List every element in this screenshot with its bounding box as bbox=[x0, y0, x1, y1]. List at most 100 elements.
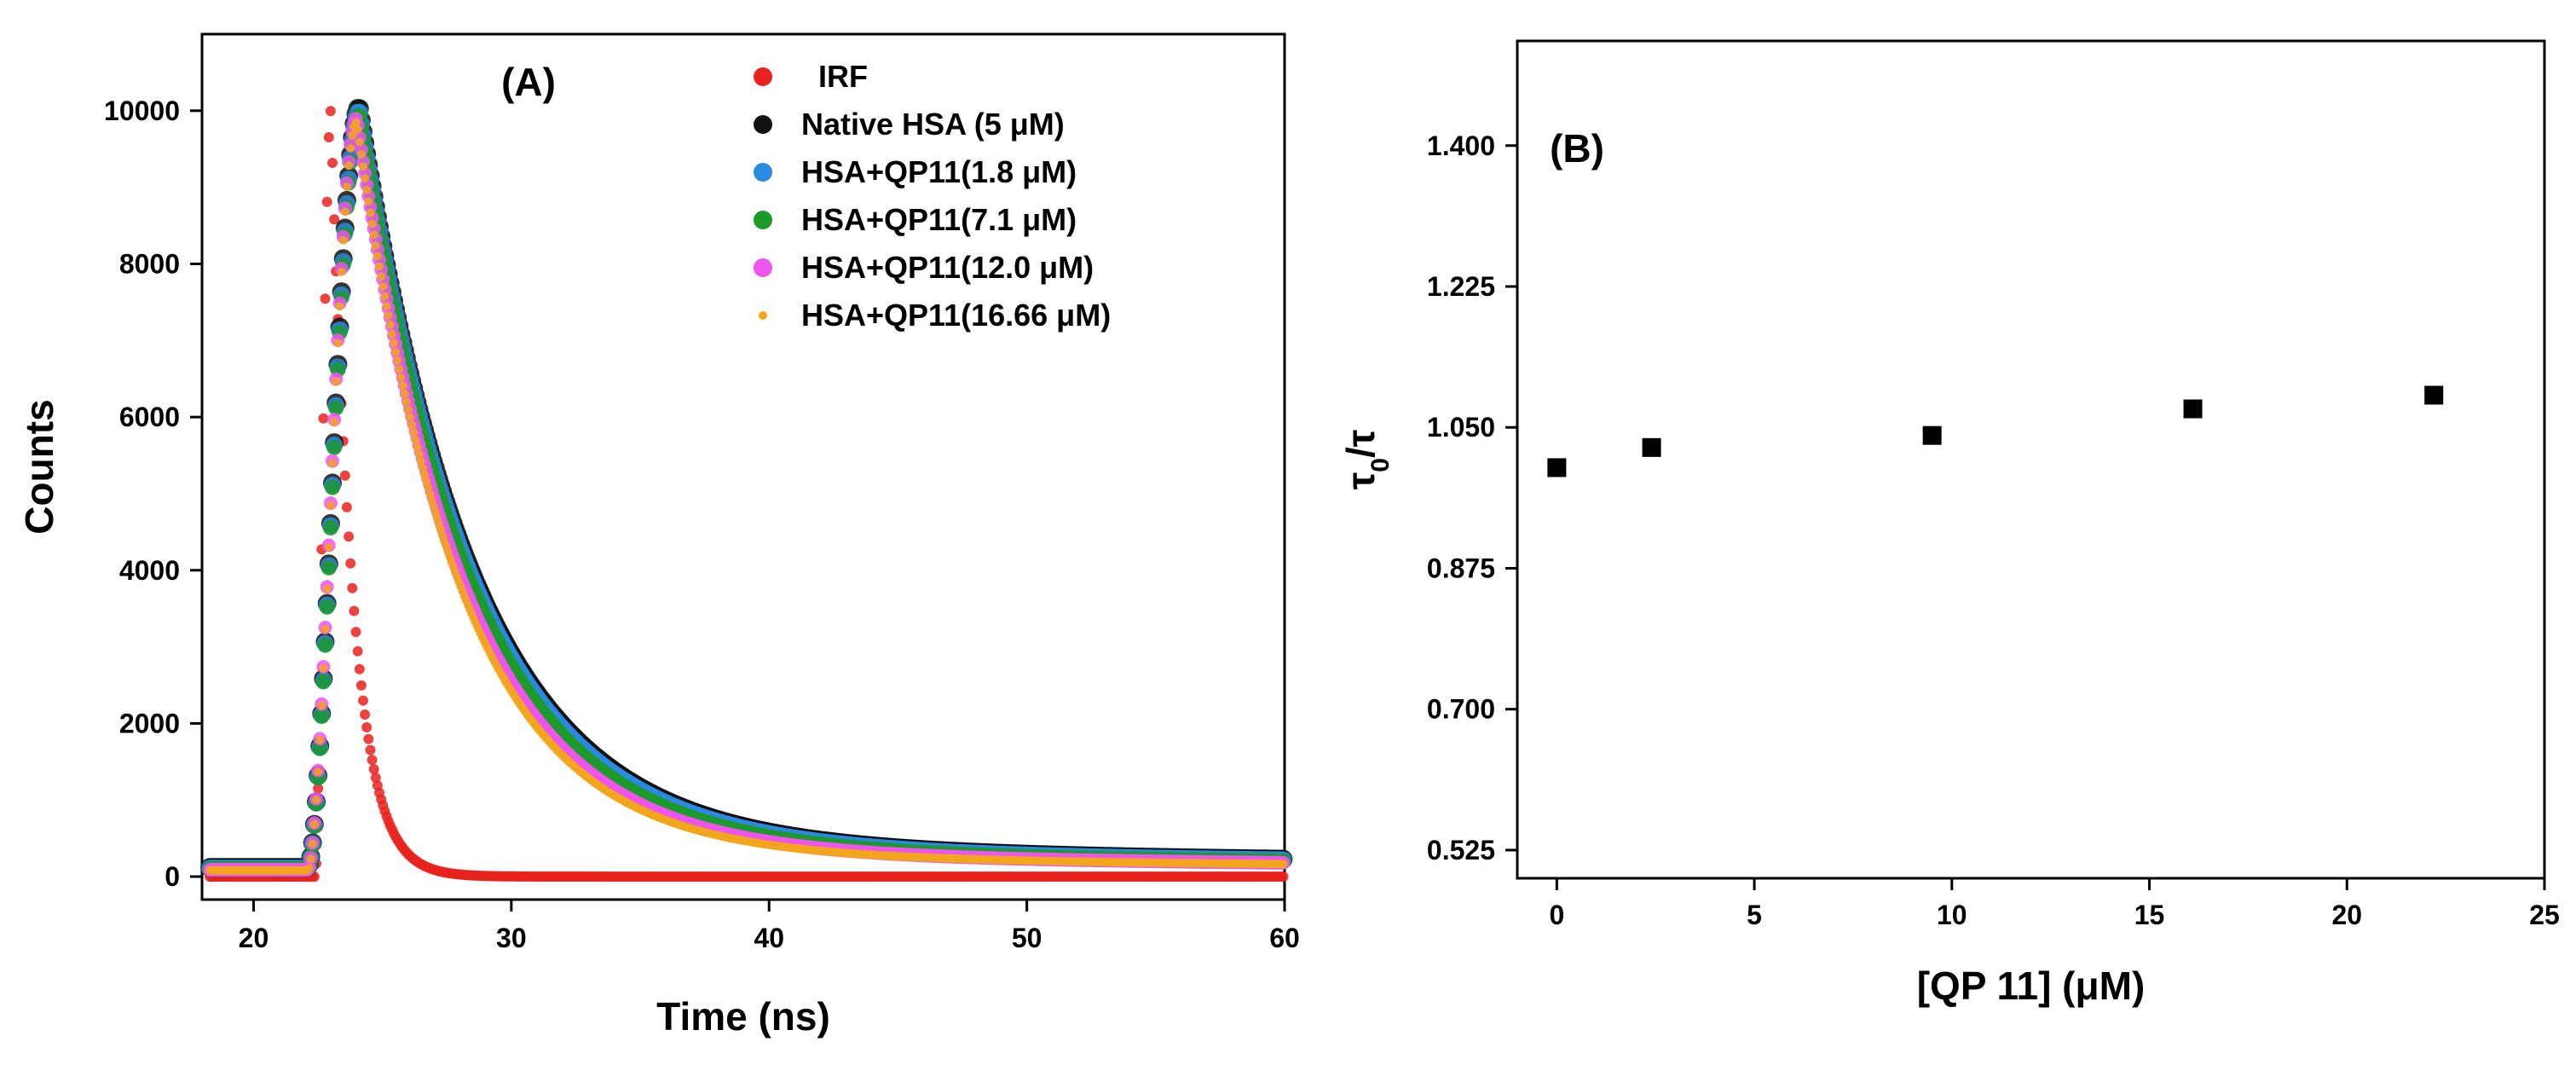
panel-b-data-point bbox=[2424, 385, 2444, 405]
panel-b-x-tick-label: 5 bbox=[1747, 900, 1762, 930]
panel-a-data-point bbox=[315, 674, 332, 690]
panel-a-legend-label: HSA+QP11(16.66 μM) bbox=[801, 298, 1111, 333]
panel-a-data-point bbox=[373, 252, 382, 261]
panel-a-data-point bbox=[322, 520, 338, 535]
panel-a-x-axis-title: Time (ns) bbox=[656, 994, 830, 1039]
panel-a-data-point bbox=[367, 755, 378, 766]
panel-a-data-point bbox=[330, 418, 339, 427]
panel-a-data-point bbox=[353, 124, 362, 134]
panel-b: 0 5 10 15 20 25 0.525 0.700 0.875 1.050 1.225 1.400… bbox=[1338, 39, 2560, 1008]
panel-b-data-point bbox=[1922, 425, 1942, 445]
panel-a-plot-frame bbox=[200, 32, 1286, 901]
panel-a-data-point bbox=[317, 637, 333, 653]
panel-a-data-point bbox=[382, 302, 391, 310]
panel-a-data-point bbox=[367, 219, 377, 229]
panel-a-data-point bbox=[360, 709, 371, 720]
panel-a-legend-marker bbox=[754, 258, 772, 277]
panel-a-series bbox=[203, 112, 1291, 877]
panel-a-data-point bbox=[400, 390, 409, 398]
panel-a: 20 30 40 50 60 0 2000 4000 6000 8000 10000 (A) Tim… bbox=[17, 32, 1300, 1039]
panel-a-data-point bbox=[371, 241, 380, 250]
panel-a-data-point bbox=[345, 558, 356, 569]
panel-b-plot-frame bbox=[1516, 39, 2546, 880]
panel-a-data-point bbox=[378, 282, 388, 292]
panel-a-data-point bbox=[413, 443, 422, 452]
panel-a-data-point bbox=[309, 819, 319, 829]
panel-a-data-point bbox=[317, 701, 326, 710]
panel-a-data-point bbox=[358, 695, 368, 706]
panel-a-data-point bbox=[344, 531, 355, 542]
panel-a-data-point bbox=[377, 272, 386, 281]
panel-a-data-point bbox=[338, 235, 348, 245]
panel-a-data-point bbox=[395, 364, 404, 373]
panel-a-series-layer bbox=[200, 99, 1293, 883]
panel-a-data-point bbox=[332, 377, 341, 386]
panel-a-data-point bbox=[380, 292, 390, 301]
panel-a-legend-label: HSA+QP11(12.0 μM) bbox=[801, 250, 1094, 285]
panel-a-data-point bbox=[375, 262, 384, 271]
panel-a-y-tick-label: 8000 bbox=[119, 248, 180, 279]
panel-a-legend-label: HSA+QP11(7.1 μM) bbox=[801, 202, 1077, 237]
panel-a-data-point bbox=[342, 182, 351, 192]
panel-a-data-point bbox=[366, 208, 375, 217]
panel-a-legend-label: IRF bbox=[818, 59, 868, 94]
panel-b-x-tick-label: 0 bbox=[1549, 900, 1564, 930]
panel-a-data-point bbox=[341, 501, 352, 512]
panel-b-x-tick-label: 25 bbox=[2529, 900, 2560, 930]
panel-a-data-point bbox=[361, 174, 370, 183]
panel-a-data-point bbox=[312, 740, 328, 756]
panel-b-y-axis-title-subscript: 0 bbox=[1366, 458, 1395, 472]
panel-a-legend-marker bbox=[754, 67, 772, 86]
panel-a-series bbox=[201, 103, 1292, 877]
panel-b-x-axis-title: [QP 11] (μM) bbox=[1917, 964, 2146, 1008]
panel-a-data-point bbox=[384, 311, 393, 321]
panel-a-data-point bbox=[362, 185, 372, 194]
panel-a-data-point bbox=[396, 373, 406, 382]
panel-a-data-point bbox=[351, 118, 361, 127]
panel-a-y-tick-label: 4000 bbox=[119, 555, 180, 586]
panel-b-axis-ticks: 0 5 10 15 20 25 0.525 0.700 0.875 1.050 1.225 1.400 bbox=[1427, 130, 2560, 930]
panel-a-data-point bbox=[406, 413, 414, 422]
panel-a-data-point bbox=[304, 864, 314, 872]
panel-a-data-point bbox=[322, 584, 332, 593]
panel-a-data-point bbox=[359, 162, 367, 171]
panel-a-axis-ticks: 20 30 40 50 60 0 2000 4000 6000 8000 10000 bbox=[104, 96, 1300, 953]
panel-a-legend: IRF Native HSA (5 μM) HSA+QP11(1.8 μM) HSA+… bbox=[754, 59, 1111, 333]
panel-a-data-point bbox=[308, 839, 317, 848]
panel-a-legend-marker bbox=[759, 311, 767, 320]
panel-a-series bbox=[200, 99, 1293, 877]
panel-a-data-point bbox=[385, 321, 395, 329]
panel-a-data-point bbox=[418, 463, 427, 472]
panel-a-legend-marker bbox=[754, 115, 772, 134]
panel-a-y-tick-label: 2000 bbox=[119, 708, 180, 738]
panel-a-data-point bbox=[339, 470, 350, 481]
panel-a-data-point bbox=[391, 347, 401, 356]
panel-a-data-point bbox=[329, 214, 340, 225]
panel-a-data-point bbox=[325, 106, 336, 117]
panel-a-x-tick-label: 60 bbox=[1269, 923, 1300, 953]
panel-a-data-point bbox=[416, 456, 425, 466]
panel-a-data-point bbox=[414, 449, 424, 459]
panel-a-data-point bbox=[335, 302, 344, 311]
panel-a-data-point bbox=[407, 420, 417, 430]
panel-b-x-tick-label: 20 bbox=[2331, 900, 2362, 930]
panel-a-data-point bbox=[403, 405, 413, 414]
panel-a-data-point bbox=[348, 130, 357, 140]
panel-b-y-axis-title: τ0/τ bbox=[1338, 430, 1395, 490]
panel-a-data-point bbox=[347, 582, 358, 593]
panel-a-data-point bbox=[422, 477, 431, 486]
panel-a-data-point bbox=[1279, 860, 1288, 869]
panel-b-y-tick-label: 1.225 bbox=[1427, 271, 1495, 302]
panel-a-x-tick-label: 40 bbox=[754, 923, 784, 953]
panel-b-data-point bbox=[1547, 458, 1567, 478]
panel-a-data-point bbox=[321, 559, 337, 576]
panel-a-x-tick-label: 20 bbox=[239, 923, 269, 953]
panel-b-y-axis-title-tail: /τ bbox=[1338, 430, 1383, 458]
panel-a-data-point bbox=[319, 663, 328, 673]
panel-b-y-tick-label: 1.400 bbox=[1427, 130, 1495, 161]
panel-a-y-axis-title: Counts bbox=[17, 399, 61, 534]
panel-a-data-point bbox=[355, 137, 364, 147]
panel-a-data-point bbox=[326, 501, 335, 510]
panel-b-label: (B) bbox=[1550, 126, 1604, 171]
